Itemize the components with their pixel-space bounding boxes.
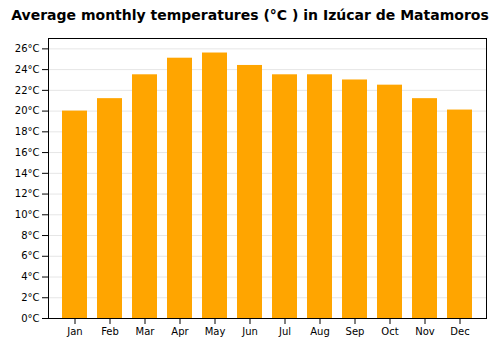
svg-text:Aug: Aug	[310, 326, 330, 337]
svg-text:Apr: Apr	[171, 326, 189, 337]
svg-text:May: May	[205, 326, 226, 337]
svg-text:24°C: 24°C	[15, 64, 40, 75]
svg-text:Jan: Jan	[66, 326, 82, 337]
svg-text:Dec: Dec	[450, 326, 469, 337]
svg-text:6°C: 6°C	[21, 250, 39, 261]
svg-text:12°C: 12°C	[15, 188, 40, 199]
svg-text:Nov: Nov	[415, 326, 435, 337]
svg-text:20°C: 20°C	[15, 105, 40, 116]
svg-text:26°C: 26°C	[15, 43, 40, 54]
svg-text:16°C: 16°C	[15, 147, 40, 158]
svg-text:4°C: 4°C	[21, 271, 39, 282]
svg-text:22°C: 22°C	[15, 85, 40, 96]
svg-text:Mar: Mar	[136, 326, 156, 337]
svg-text:14°C: 14°C	[15, 168, 40, 179]
svg-text:Jul: Jul	[278, 326, 291, 337]
svg-text:0°C: 0°C	[21, 313, 39, 324]
svg-text:Sep: Sep	[346, 326, 365, 337]
svg-text:18°C: 18°C	[15, 126, 40, 137]
svg-text:8°C: 8°C	[21, 230, 39, 241]
svg-text:Oct: Oct	[381, 326, 398, 337]
svg-text:2°C: 2°C	[21, 292, 39, 303]
svg-text:Jun: Jun	[241, 326, 258, 337]
html-text:Average monthly temperatures (: Average monthly temperatures (°C ) in Iz…	[11, 7, 489, 23]
svg-text:10°C: 10°C	[15, 209, 40, 220]
svg-text:Feb: Feb	[101, 326, 119, 337]
